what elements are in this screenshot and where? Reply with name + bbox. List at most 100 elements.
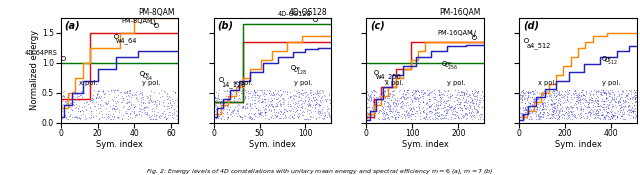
Point (223, 117, 233, 120)
Point (151, 115, 161, 117)
Point (474, 101, 484, 104)
Point (381, 113, 392, 115)
Point (399, 89, 409, 92)
Point (430, 109, 440, 112)
Point (393, 103, 403, 106)
Point (131, 91, 141, 93)
Point (591, 105, 602, 107)
Point (461, 106, 472, 108)
Point (441, 111, 451, 114)
Point (104, 117, 115, 120)
Point (461, 111, 472, 114)
Point (256, 89, 266, 92)
Point (598, 88, 609, 91)
Point (414, 102, 424, 105)
Point (380, 107, 390, 110)
Point (255, 110, 266, 113)
Point (128, 103, 138, 106)
Point (56, 116, 66, 119)
Point (451, 115, 461, 117)
Point (92, 91, 102, 94)
Point (575, 117, 586, 120)
Point (412, 111, 422, 114)
Point (239, 106, 250, 109)
Point (363, 98, 373, 101)
Point (424, 110, 435, 113)
Point (380, 89, 390, 92)
Point (582, 115, 592, 118)
Point (71, 116, 81, 118)
Point (525, 90, 536, 93)
Point (389, 94, 399, 96)
Point (595, 109, 605, 112)
Point (397, 99, 407, 102)
Point (279, 111, 289, 114)
Text: x pol.: x pol. (234, 80, 252, 86)
Point (259, 94, 269, 97)
Point (266, 116, 276, 119)
Point (628, 115, 638, 118)
Point (389, 97, 399, 100)
Point (463, 108, 473, 111)
Point (433, 88, 444, 91)
Point (431, 107, 442, 110)
Point (222, 111, 232, 114)
Point (435, 102, 445, 105)
Point (413, 105, 423, 107)
Point (616, 103, 627, 106)
Point (322, 98, 332, 101)
Point (593, 99, 603, 102)
Point (273, 92, 284, 95)
Point (547, 100, 557, 102)
Point (150, 118, 161, 121)
Point (112, 100, 122, 102)
Point (630, 100, 640, 103)
Point (300, 101, 310, 104)
Point (257, 100, 268, 103)
Point (169, 107, 179, 110)
Point (380, 99, 390, 102)
Point (423, 93, 433, 96)
Point (118, 96, 128, 99)
Point (125, 107, 136, 110)
Point (608, 115, 618, 118)
Point (145, 97, 156, 100)
Point (234, 93, 244, 96)
Point (570, 114, 580, 117)
Point (67, 94, 77, 97)
Point (439, 116, 449, 118)
Point (364, 116, 374, 119)
Point (467, 90, 477, 93)
Point (391, 116, 401, 119)
Point (321, 100, 332, 103)
Point (118, 96, 129, 99)
Point (566, 112, 576, 115)
Point (583, 112, 593, 115)
Point (593, 109, 603, 112)
Point (586, 98, 596, 101)
Point (458, 116, 468, 119)
Point (435, 96, 445, 98)
Point (391, 108, 401, 111)
Point (429, 92, 440, 95)
Point (73, 106, 83, 109)
Point (472, 111, 482, 114)
Point (606, 99, 616, 102)
Point (472, 95, 482, 98)
Point (222, 99, 232, 102)
Text: PM-8QAM: PM-8QAM (138, 8, 175, 17)
Point (322, 110, 332, 113)
Point (572, 100, 582, 103)
Point (158, 98, 168, 101)
Point (61, 99, 71, 102)
Point (127, 93, 137, 96)
Point (571, 93, 581, 96)
Point (256, 101, 266, 104)
Point (250, 90, 260, 93)
Point (584, 109, 594, 112)
Point (437, 113, 447, 116)
Text: 4D-64PRS: 4D-64PRS (24, 50, 57, 56)
Point (551, 110, 561, 113)
Point (70, 91, 80, 94)
Point (293, 100, 303, 103)
